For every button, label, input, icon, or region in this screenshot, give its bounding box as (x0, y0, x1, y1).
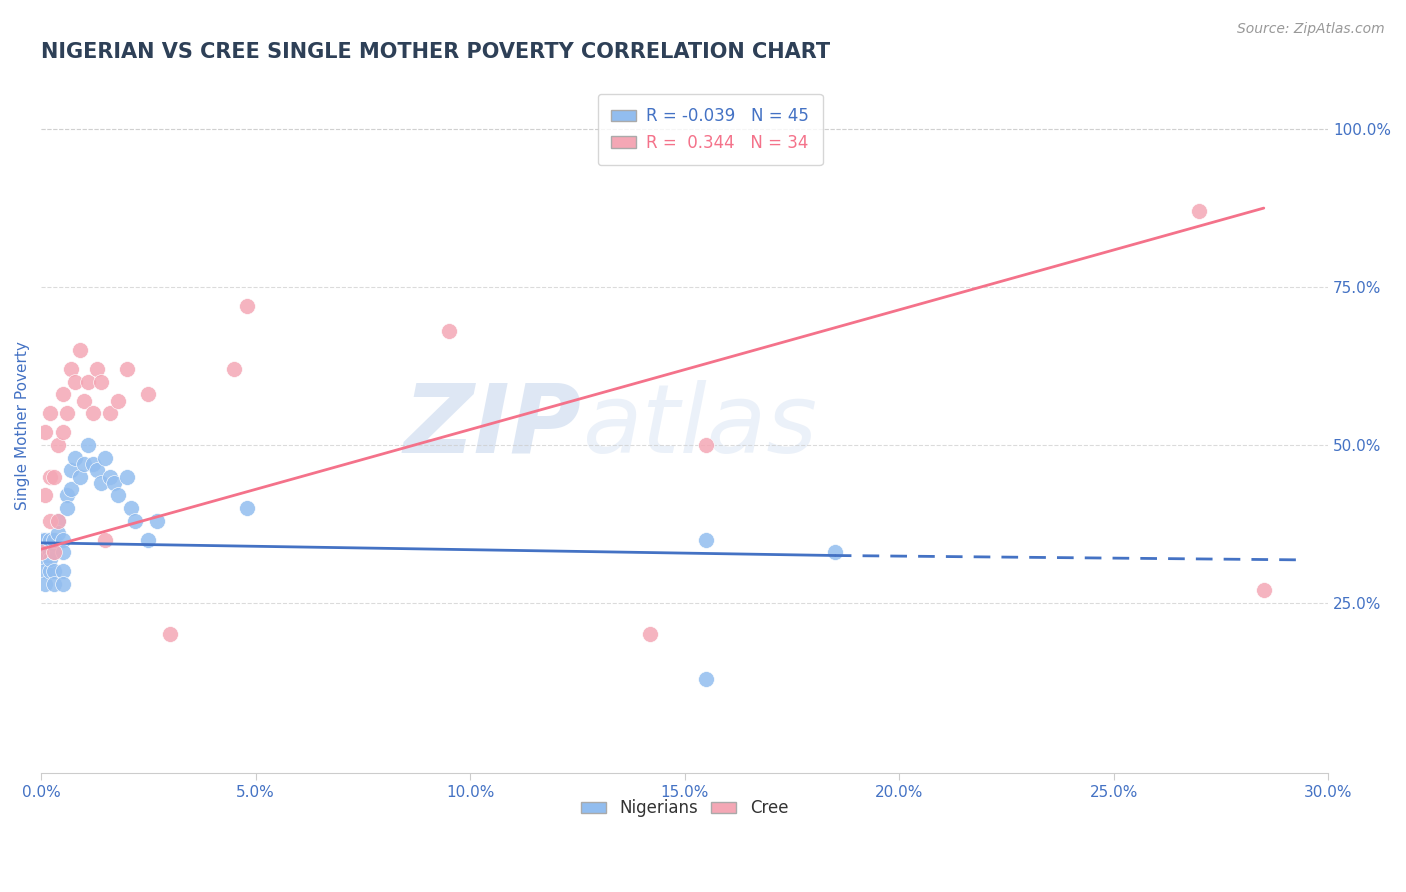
Point (56, 488, 79, 502)
Point (38, 469, 60, 483)
Point (38, 551, 60, 566)
Point (42, 545, 65, 559)
Point (107, 393, 129, 408)
Point (34, 488, 56, 502)
Text: Source: ZipAtlas.com: Source: ZipAtlas.com (1237, 22, 1385, 37)
Point (224, 362, 246, 376)
Point (34, 564, 56, 578)
Point (69, 469, 91, 483)
Point (51, 564, 73, 578)
Point (640, 627, 662, 641)
Point (60, 463, 83, 477)
Point (120, 501, 142, 516)
Point (98, 469, 121, 483)
Point (115, 469, 138, 483)
Point (90, 475, 112, 490)
Point (51, 545, 73, 559)
Point (107, 488, 129, 502)
Point (86, 362, 108, 376)
Y-axis label: Single Mother Poverty: Single Mother Poverty (15, 342, 30, 510)
Point (695, 438, 717, 452)
Point (30, 545, 52, 559)
Point (34, 577, 56, 591)
Point (42, 564, 65, 578)
Point (77, 375, 100, 389)
Point (46, 438, 69, 452)
Text: ZIP: ZIP (404, 379, 582, 473)
Point (159, 627, 181, 641)
Point (695, 533, 717, 547)
Point (60, 482, 83, 496)
Point (34, 425, 56, 440)
Point (38, 533, 60, 547)
Point (42, 533, 65, 547)
Point (73, 393, 96, 408)
Point (46, 514, 69, 528)
Point (138, 533, 160, 547)
Point (42, 577, 65, 591)
Point (51, 533, 73, 547)
Point (94, 450, 117, 465)
Point (42, 469, 65, 483)
Point (30, 533, 52, 547)
Point (56, 501, 79, 516)
Point (46, 514, 69, 528)
Point (65, 450, 87, 465)
Point (1253, 583, 1275, 598)
Point (124, 514, 146, 528)
Point (1188, 204, 1211, 219)
Point (34, 533, 56, 547)
Point (146, 514, 169, 528)
Point (51, 387, 73, 401)
Point (90, 375, 112, 389)
Point (38, 564, 60, 578)
Point (65, 375, 87, 389)
Point (236, 299, 259, 313)
Point (60, 362, 83, 376)
Point (115, 362, 138, 376)
Point (695, 672, 717, 686)
Point (236, 501, 259, 516)
Point (51, 425, 73, 440)
Point (437, 324, 460, 338)
Point (34, 551, 56, 566)
Point (46, 526, 69, 541)
Point (138, 387, 160, 401)
Point (42, 545, 65, 559)
Legend: Nigerians, Cree: Nigerians, Cree (574, 793, 794, 824)
Point (86, 463, 108, 477)
Point (69, 343, 91, 358)
Point (103, 475, 125, 490)
Point (77, 438, 100, 452)
Point (824, 545, 846, 559)
Point (73, 457, 96, 471)
Point (38, 406, 60, 420)
Point (82, 406, 104, 420)
Point (30, 545, 52, 559)
Point (82, 457, 104, 471)
Text: NIGERIAN VS CREE SINGLE MOTHER POVERTY CORRELATION CHART: NIGERIAN VS CREE SINGLE MOTHER POVERTY C… (41, 42, 830, 62)
Point (38, 514, 60, 528)
Point (98, 406, 121, 420)
Point (56, 406, 79, 420)
Point (38, 545, 60, 559)
Point (51, 577, 73, 591)
Point (34, 545, 56, 559)
Text: atlas: atlas (582, 379, 817, 473)
Point (94, 533, 117, 547)
